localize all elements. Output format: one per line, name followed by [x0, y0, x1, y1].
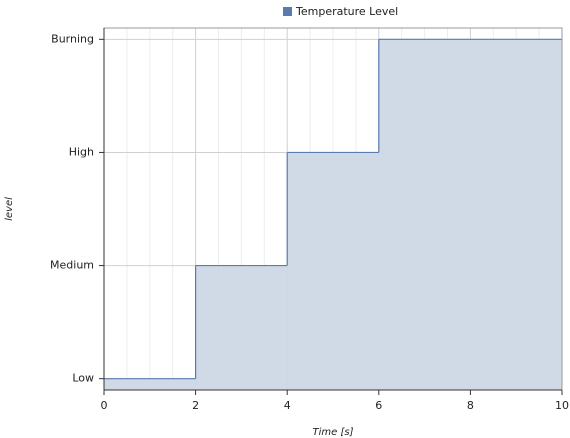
- y-tick-label: Medium: [50, 259, 94, 272]
- x-tick-label: 6: [375, 399, 382, 412]
- step-area: [195, 265, 288, 390]
- step-area: [378, 39, 562, 390]
- x-tick-label: 4: [284, 399, 291, 412]
- x-tick-label: 2: [192, 399, 199, 412]
- x-tick-label: 0: [101, 399, 108, 412]
- x-tick-label: 8: [467, 399, 474, 412]
- step-area: [287, 152, 379, 390]
- legend-label: Temperature Level: [295, 5, 398, 18]
- x-axis-label: Time [s]: [313, 427, 354, 438]
- legend-swatch: [283, 7, 292, 16]
- y-tick-label: High: [69, 145, 94, 158]
- step-area: [104, 378, 196, 390]
- y-axis-label: level: [4, 197, 15, 221]
- y-tick-label: Burning: [51, 32, 94, 45]
- y-tick-label: Low: [72, 372, 94, 385]
- x-tick-label: 10: [555, 399, 569, 412]
